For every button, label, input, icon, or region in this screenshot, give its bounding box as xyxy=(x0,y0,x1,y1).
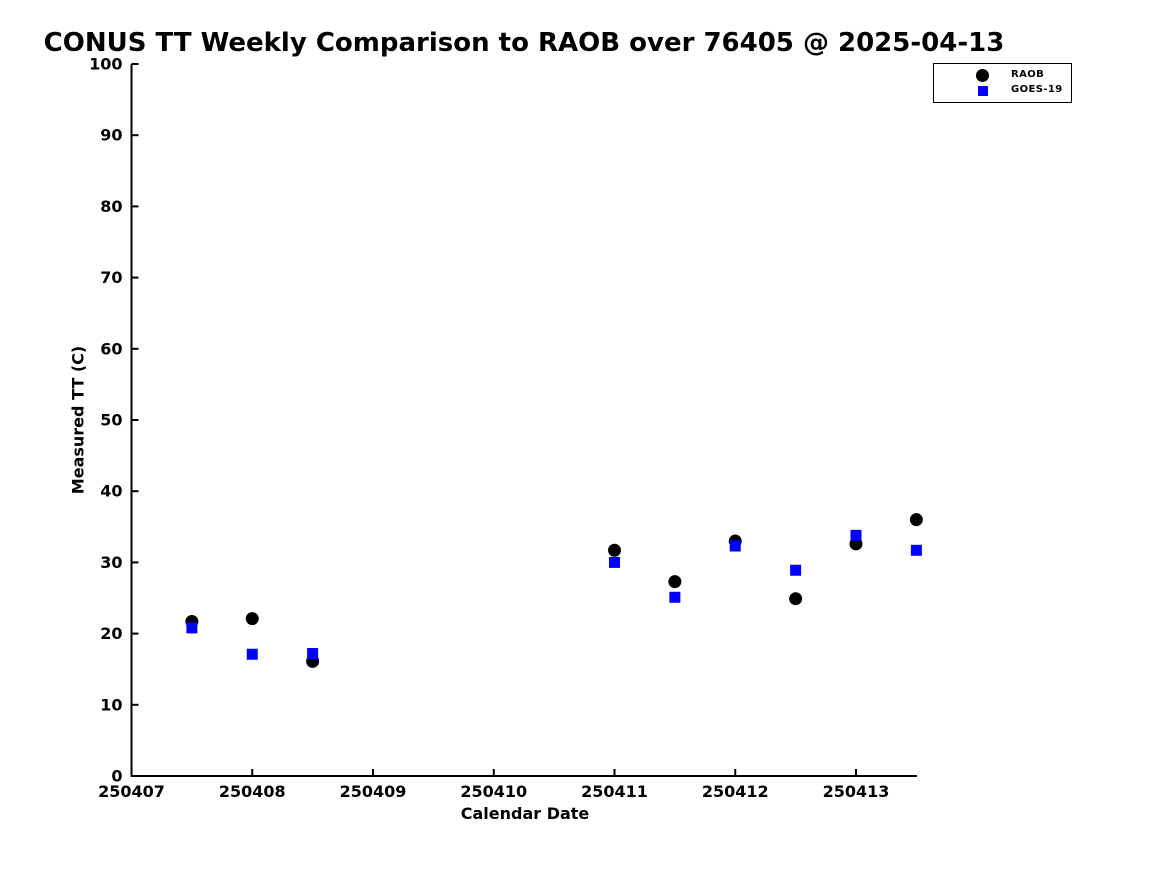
x-tick-label: 250409 xyxy=(340,782,407,801)
y-tick-label: 20 xyxy=(100,624,122,643)
legend-item-goes19: GOES-19 xyxy=(934,82,1071,97)
legend-label-goes19: GOES-19 xyxy=(1011,84,1063,95)
goes19-point xyxy=(790,564,802,576)
y-tick-label: 90 xyxy=(100,126,122,145)
raob-point xyxy=(245,612,259,626)
y-tick-label: 70 xyxy=(100,268,122,287)
raob-point xyxy=(668,575,682,589)
legend: RAOB GOES-19 xyxy=(933,63,1072,103)
y-tick-label: 50 xyxy=(100,411,122,430)
goes19-point xyxy=(307,648,319,660)
goes19-point xyxy=(850,529,862,541)
y-tick-label: 60 xyxy=(100,339,122,358)
y-tick-label: 80 xyxy=(100,197,122,216)
x-tick-label: 250410 xyxy=(460,782,527,801)
raob-circle-icon xyxy=(976,69,989,82)
raob-point xyxy=(909,513,923,527)
legend-item-raob: RAOB xyxy=(934,67,1071,82)
y-tick-label: 0 xyxy=(111,767,122,786)
legend-marker-area xyxy=(960,80,1005,99)
goes19-point xyxy=(669,591,681,603)
legend-label-raob: RAOB xyxy=(1011,69,1045,80)
x-tick-label: 250411 xyxy=(581,782,648,801)
chart-title: CONUS TT Weekly Comparison to RAOB over … xyxy=(43,28,1005,58)
goes19-point xyxy=(246,648,258,660)
goes19-square-icon xyxy=(977,85,988,96)
raob-point xyxy=(608,543,621,557)
goes19-point xyxy=(186,622,198,634)
y-tick-label: 40 xyxy=(100,482,122,501)
x-tick-label: 250408 xyxy=(219,782,286,801)
goes19-point xyxy=(609,556,620,568)
y-tick-label: 100 xyxy=(89,55,122,74)
y-axis-label: Measured TT (C) xyxy=(68,345,88,495)
y-tick-label: 10 xyxy=(100,695,122,714)
goes19-point xyxy=(729,540,741,552)
x-tick-label: 250407 xyxy=(98,782,165,801)
x-axis-label: Calendar Date xyxy=(460,804,590,823)
goes19-point xyxy=(910,544,922,556)
raob-point xyxy=(789,592,803,606)
x-tick-label: 250413 xyxy=(823,782,890,801)
legend-marker-area xyxy=(960,65,1005,84)
y-tick-label: 30 xyxy=(100,553,122,572)
x-tick-label: 250412 xyxy=(702,782,769,801)
